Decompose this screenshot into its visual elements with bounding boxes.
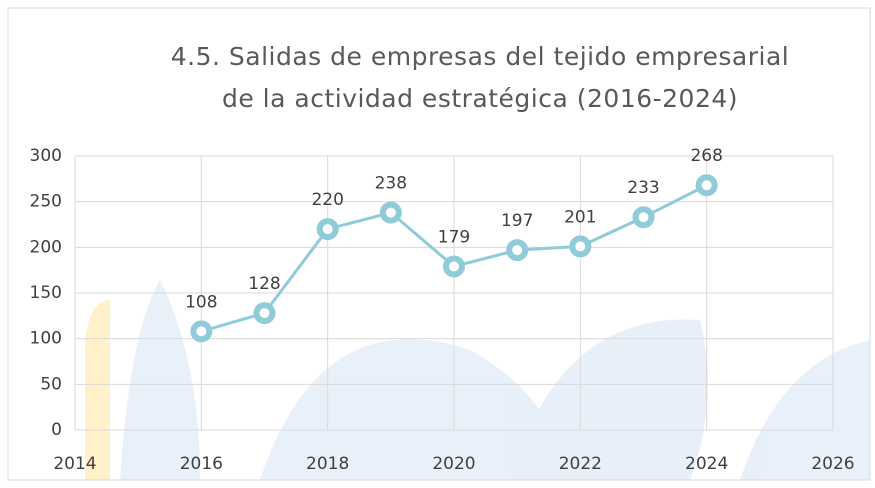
marker <box>379 201 402 224</box>
x-tick-label: 2014 <box>53 454 96 474</box>
y-tick-label: 0 <box>51 420 62 440</box>
y-tick-label: 200 <box>30 237 62 257</box>
data-label: 238 <box>375 174 407 194</box>
chart-title: de la actividad estratégica (2016-2024) <box>222 84 738 113</box>
x-tick-label: 2018 <box>306 454 349 474</box>
marker <box>443 255 465 278</box>
x-tick-label: 2024 <box>685 454 728 474</box>
data-label: 233 <box>627 178 659 198</box>
watermark-shape <box>260 339 560 480</box>
data-label: 108 <box>185 292 217 312</box>
marker <box>695 174 718 197</box>
y-tick-label: 50 <box>40 374 62 394</box>
data-label: 201 <box>564 207 596 227</box>
marker <box>190 320 213 343</box>
y-tick-label: 100 <box>30 329 62 349</box>
marker <box>316 218 339 241</box>
data-label: 220 <box>311 190 343 210</box>
watermark-shape <box>85 300 110 480</box>
x-tick-label: 2022 <box>559 454 602 474</box>
data-label: 197 <box>501 211 533 231</box>
marker <box>569 235 592 258</box>
chart-title: 4.5. Salidas de empresas del tejido empr… <box>171 42 790 71</box>
watermark <box>85 280 870 480</box>
marker <box>632 206 655 229</box>
chart-border <box>7 7 871 481</box>
y-tick-label: 300 <box>30 146 62 166</box>
marker <box>506 239 529 262</box>
y-tick-label: 150 <box>30 283 62 303</box>
watermark-shape <box>740 340 870 480</box>
data-label: 179 <box>438 228 470 248</box>
x-tick-label: 2020 <box>432 454 475 474</box>
watermark-shape <box>510 319 708 480</box>
y-tick-label: 250 <box>30 192 62 212</box>
data-label: 268 <box>690 146 722 166</box>
x-tick-label: 2026 <box>811 454 854 474</box>
data-label: 128 <box>248 274 280 294</box>
x-tick-label: 2016 <box>180 454 223 474</box>
marker <box>253 302 276 325</box>
